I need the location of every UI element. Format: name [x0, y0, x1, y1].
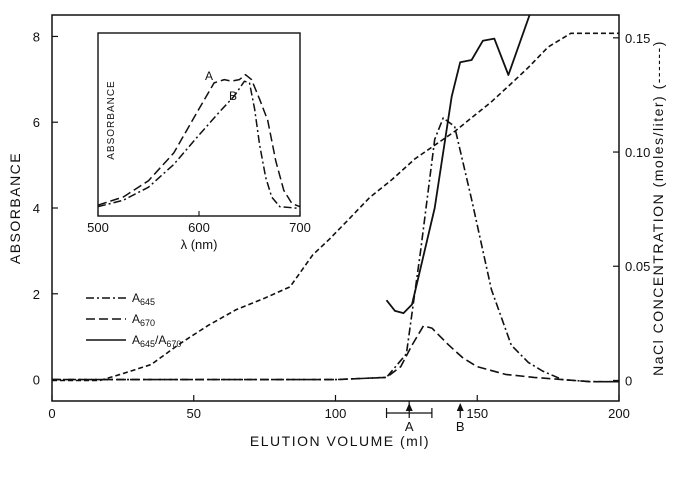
series-line-a645 — [52, 117, 619, 383]
y2-tick-label: 0.10 — [625, 145, 650, 160]
main-axes-ticks: 0 50 100 150 200 0 2 4 6 8 0 0.05 0.10 0.15 — [33, 29, 651, 421]
svg-text:I: I — [407, 398, 411, 413]
legend-item-a645: A645 — [86, 291, 155, 307]
inset-x-tick-label: 600 — [188, 220, 210, 235]
annotation-b: B — [456, 403, 465, 434]
y2-tick-label: 0.05 — [625, 259, 650, 274]
y-tick-label: 2 — [33, 287, 40, 302]
y2-tick-label: 0.15 — [625, 31, 650, 46]
y2-axis-label: NaCl CONCENTRATION (moles/liter) (------… — [650, 40, 666, 376]
series-line-a670 — [52, 325, 619, 383]
inset-plot-frame — [97, 32, 301, 217]
inset-x-tick-label: 500 — [87, 220, 109, 235]
inset-series-line-a — [98, 73, 300, 208]
y-tick-label: 0 — [33, 373, 40, 388]
x-axis-label: ELUTION VOLUME (ml) — [250, 433, 430, 449]
x-tick-label: 100 — [325, 406, 347, 421]
svg-text:A: A — [405, 419, 414, 434]
main-series-group — [52, 15, 619, 383]
inset-y-axis-label: ABSORBANCE — [106, 80, 117, 159]
x-tick-label: 0 — [48, 406, 55, 421]
inset-series-line-b — [98, 80, 300, 210]
y-tick-label: 4 — [33, 201, 40, 216]
inset-series-group — [98, 73, 300, 210]
x-tick-label: 200 — [608, 406, 630, 421]
inset-series-label-b: B — [229, 89, 237, 103]
legend-item-ratio: A645/A670 — [86, 333, 181, 349]
series-line-nacl — [52, 32, 619, 382]
svg-text:B: B — [456, 419, 465, 434]
y2-tick-label: 0 — [625, 373, 632, 388]
inset-series-label-a: A — [205, 69, 213, 83]
inset-axes-ticks: 500 600 700 — [87, 211, 311, 235]
y-tick-label: 8 — [33, 29, 40, 44]
inset-x-tick-label: 700 — [289, 220, 311, 235]
fraction-bracket-i: I — [385, 398, 433, 418]
y-axis-label: ABSORBANCE — [7, 152, 23, 264]
svg-text:A670: A670 — [132, 312, 155, 328]
inset-x-axis-label: λ (nm) — [181, 237, 218, 252]
svg-text:A645/A670: A645/A670 — [132, 333, 181, 349]
x-tick-label: 50 — [187, 406, 201, 421]
annotation-a: A — [405, 403, 414, 434]
svg-text:A645: A645 — [132, 291, 155, 307]
series-line-a645-a670 — [385, 15, 531, 315]
x-tick-label: 150 — [466, 406, 488, 421]
legend-item-a670: A670 — [86, 312, 155, 328]
y-tick-label: 6 — [33, 115, 40, 130]
legend: A645 A670 A645/A670 — [86, 291, 181, 349]
